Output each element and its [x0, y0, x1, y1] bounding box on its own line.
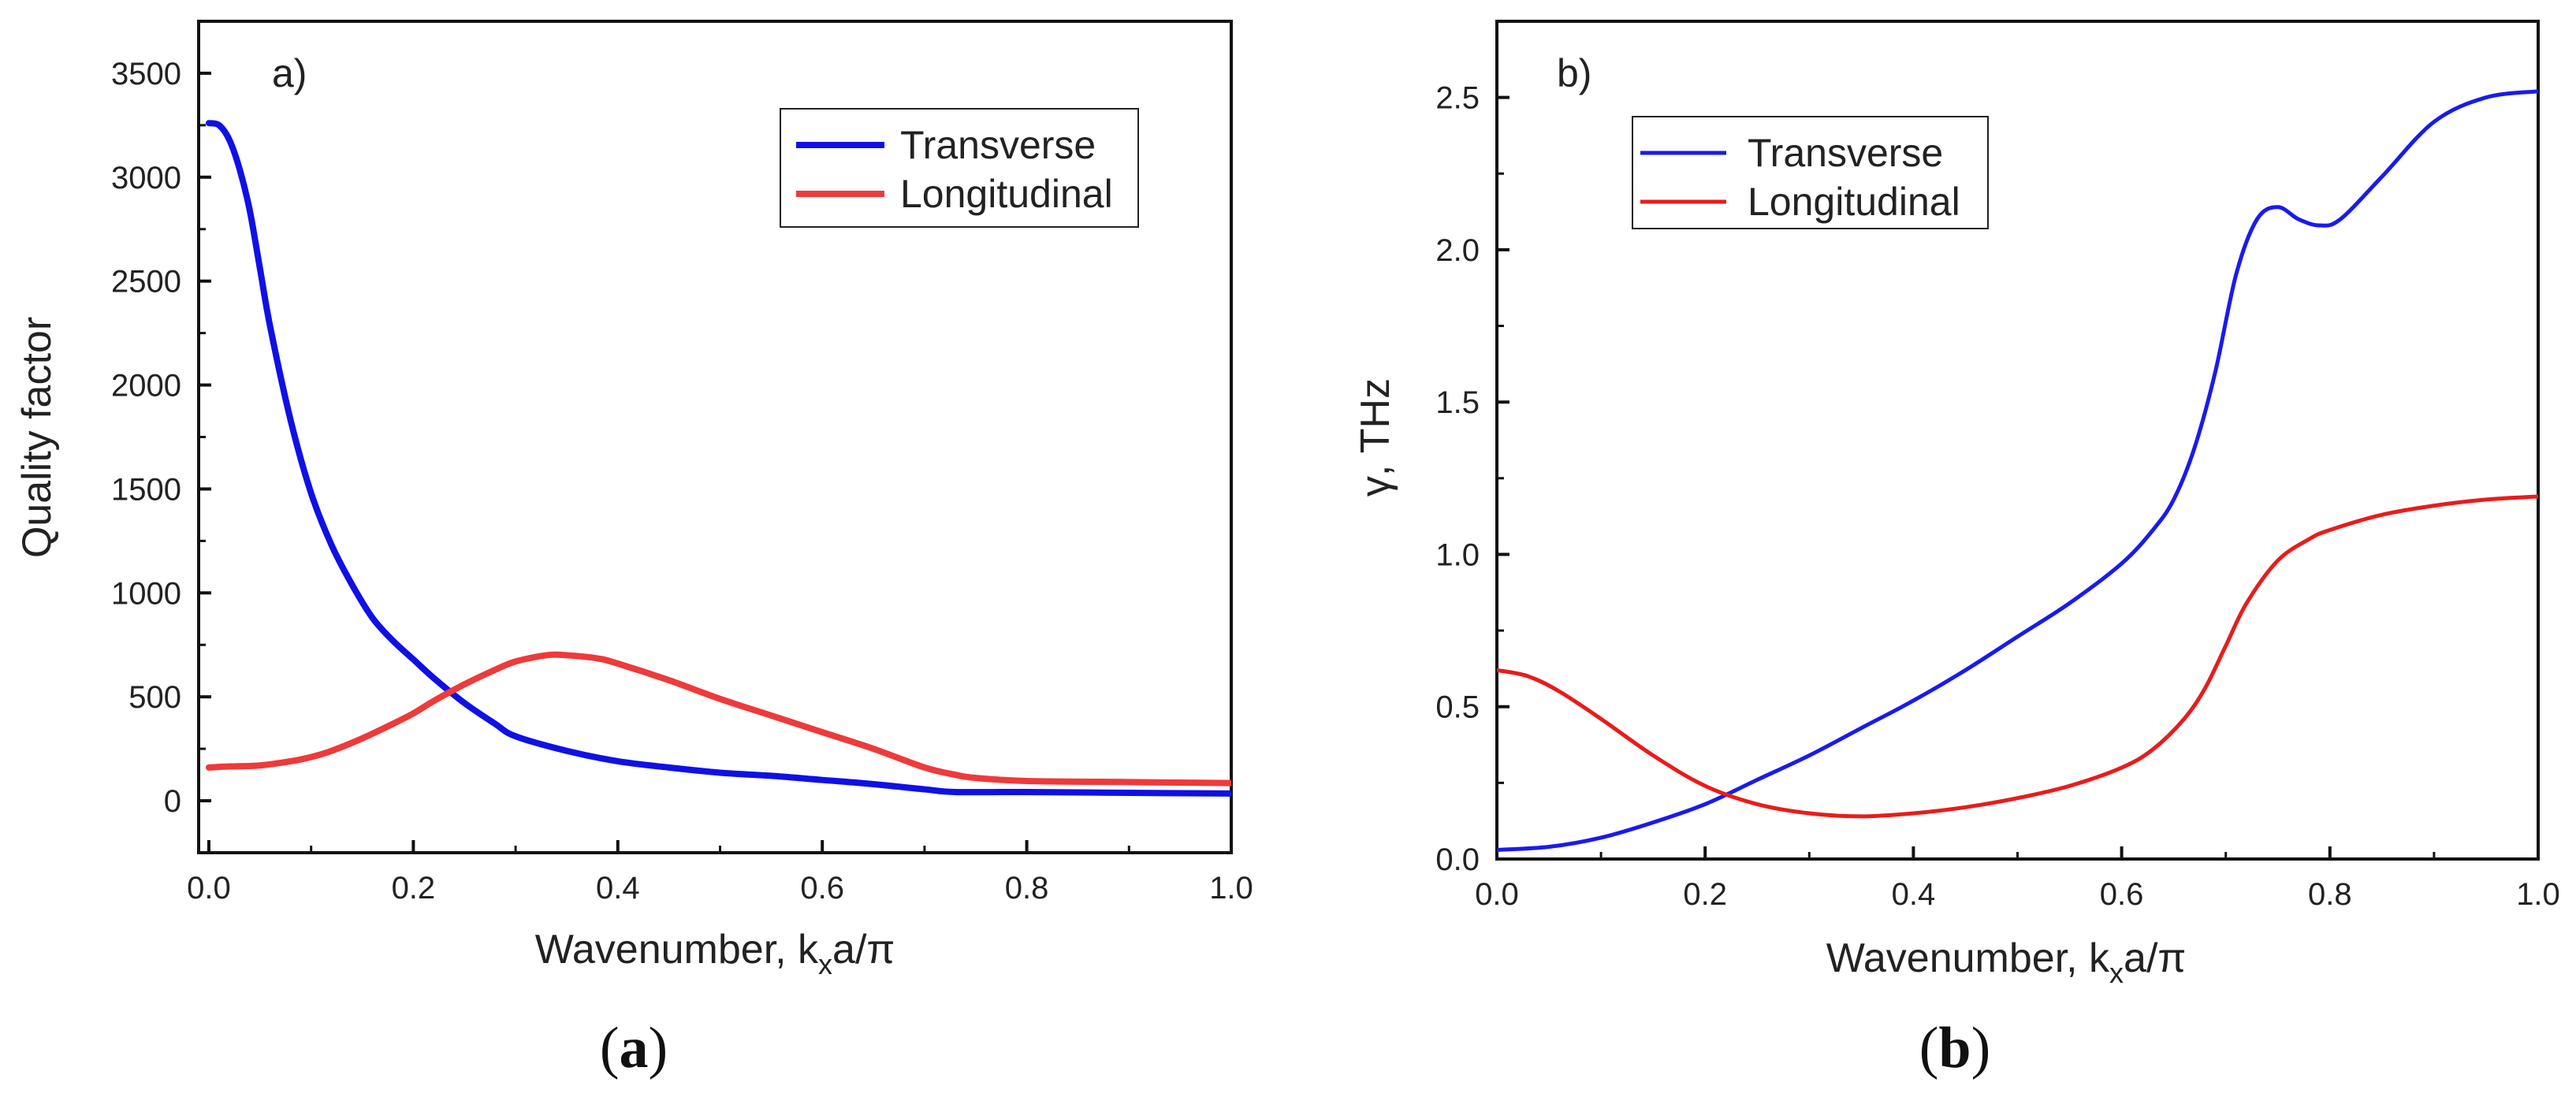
- x-tick-label: 1.0: [1209, 871, 1253, 906]
- x-tick-label: 0.6: [2100, 877, 2144, 912]
- panel-label: b): [1557, 51, 1591, 95]
- y-tick-label: 2.0: [1435, 233, 1480, 268]
- y-tick-label: 2.5: [1435, 81, 1480, 116]
- y-tick-label: 2000: [111, 369, 181, 404]
- caption-a-open: (: [599, 1016, 620, 1080]
- x-axis-label-tail: a/π: [832, 927, 895, 973]
- y-axis-label: γ, THz: [1353, 378, 1398, 496]
- x-axis-label-main: Wavenumber, k: [535, 927, 819, 973]
- x-axis-label-subscript: x: [2109, 957, 2124, 989]
- caption-b-open: (: [1919, 1016, 1939, 1080]
- y-tick-label: 2500: [111, 265, 181, 299]
- x-axis-label: Wavenumber, kxa/π: [1826, 935, 2187, 989]
- caption-b-close: ): [1971, 1016, 1991, 1080]
- legend-box: [1632, 116, 1989, 229]
- caption-b-letter: b: [1938, 1016, 1971, 1080]
- y-tick-label: 0.5: [1435, 690, 1480, 725]
- y-tick-label: 0.0: [1435, 842, 1480, 877]
- legend-label-transverse: Transverse: [1748, 131, 1943, 175]
- panel-label: a): [272, 51, 307, 95]
- series-line-transverse: [205, 120, 1231, 797]
- x-axis-label-subscript: x: [818, 948, 832, 980]
- x-tick-label: 0.2: [392, 871, 436, 906]
- caption-b: (b): [1837, 1015, 2073, 1082]
- y-tick-label: 1000: [111, 576, 181, 611]
- x-axis-label-main: Wavenumber, k: [1826, 935, 2110, 981]
- x-tick-label: 0.2: [1683, 877, 1727, 912]
- legend-label-longitudinal: Longitudinal: [1748, 180, 1960, 224]
- caption-a-letter: a: [619, 1016, 649, 1080]
- y-tick-label: 1.0: [1435, 537, 1480, 572]
- series-line-longitudinal: [1497, 494, 2538, 819]
- x-tick-label: 0.4: [1892, 877, 1936, 912]
- x-tick-label: 0.8: [1005, 871, 1049, 906]
- legend-label-longitudinal: Longitudinal: [900, 172, 1113, 216]
- chart-panel-a: 0.0 0.2 0.4 0.6 0.8 1.0 0 500 1000 1500 2000 2500 30…: [14, 20, 1253, 980]
- x-axis-label-tail: a/π: [2124, 935, 2186, 981]
- x-tick-label: 0.0: [187, 871, 231, 906]
- legend-box: [780, 108, 1139, 228]
- x-tick-label: 1.0: [2516, 877, 2560, 912]
- y-tick-label: 1500: [111, 472, 181, 507]
- y-tick-label: 3000: [111, 161, 181, 195]
- caption-a: (a): [516, 1015, 752, 1082]
- x-tick-label: 0.0: [1475, 877, 1519, 912]
- series-line-longitudinal: [205, 651, 1231, 787]
- y-tick-label: 1.5: [1435, 385, 1480, 420]
- series-line-transverse: [1497, 89, 2538, 852]
- y-tick-label: 0: [164, 784, 181, 819]
- x-tick-label: 0.6: [800, 871, 844, 906]
- legend-label-transverse: Transverse: [900, 123, 1096, 167]
- y-axis-label: Quality factor: [14, 317, 60, 558]
- x-axis-label: Wavenumber, kxa/π: [535, 927, 895, 980]
- x-tick-label: 0.4: [596, 871, 640, 906]
- y-tick-label: 500: [128, 680, 181, 715]
- x-tick-label: 0.8: [2308, 877, 2352, 912]
- caption-a-close: ): [648, 1016, 668, 1080]
- chart-panel-b: 0.0 0.2 0.4 0.6 0.8 1.0 0.0 0.5 1.0 1.5 2.0 2.5 Tran…: [1353, 20, 2560, 989]
- y-tick-label: 3500: [111, 57, 181, 91]
